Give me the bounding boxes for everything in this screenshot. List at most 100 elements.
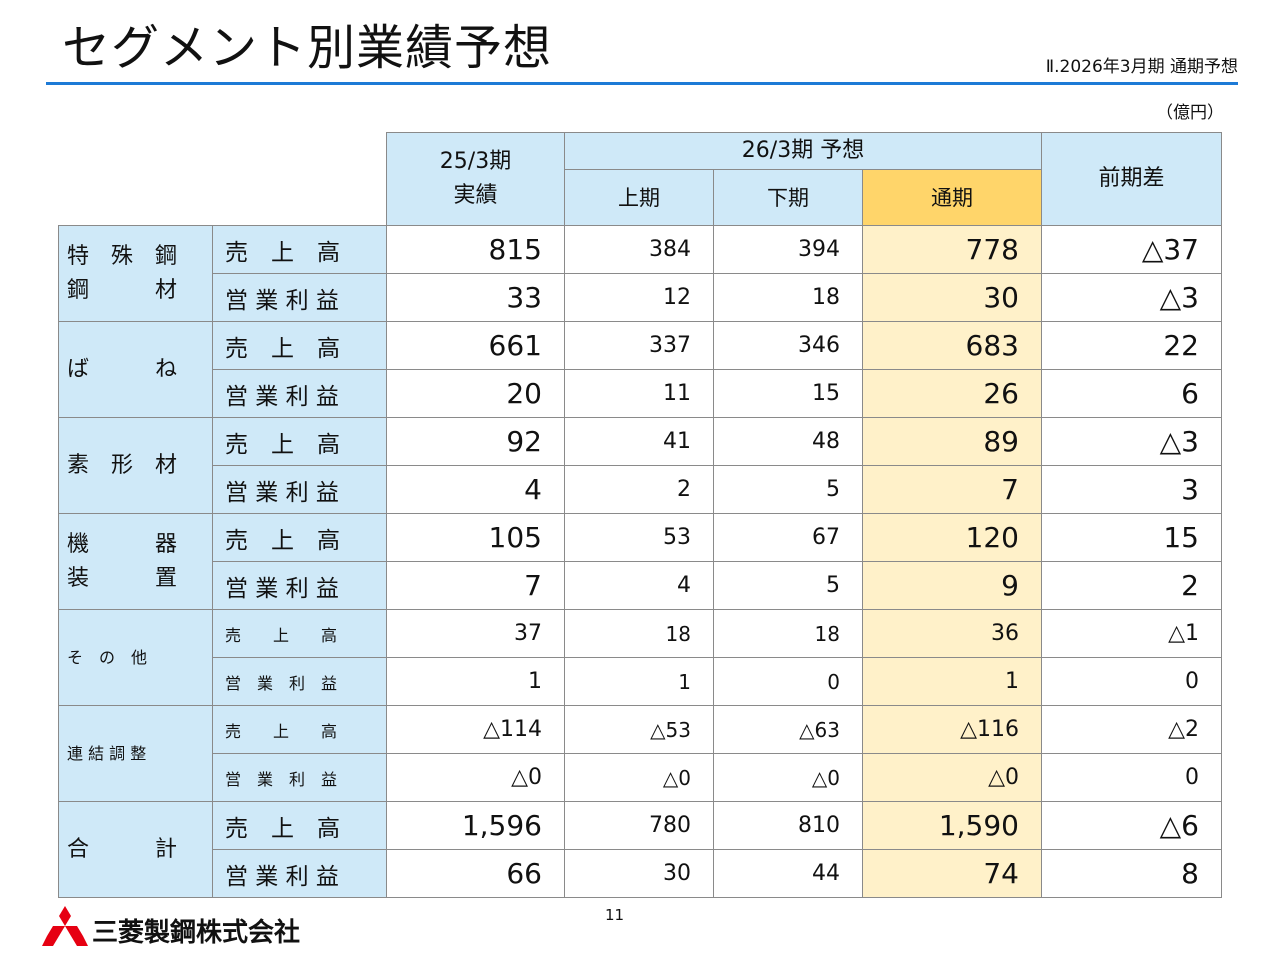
- segment-name: 特 殊 鋼鋼 材: [58, 225, 213, 322]
- h1-value: 41: [564, 417, 714, 466]
- page-number: 11: [605, 906, 625, 924]
- header-h1: 上期: [564, 169, 714, 226]
- h1-value: 384: [564, 225, 714, 274]
- segment-name-line: ば ね: [67, 356, 178, 382]
- prev-actual-value: 92: [386, 417, 565, 466]
- full-year-value: △116: [862, 705, 1042, 754]
- prev-actual-value: △114: [386, 705, 565, 754]
- h1-value: △53: [564, 705, 714, 754]
- full-year-value: 26: [862, 369, 1042, 418]
- mitsubishi-logo-icon: [42, 906, 88, 946]
- full-year-value: 1,590: [862, 801, 1042, 850]
- diff-value: △6: [1041, 801, 1222, 850]
- table-row: 営 業 利 益 △0 △0 △0 △0 0: [59, 753, 1222, 802]
- table-row: 機 器装 置売 上 高 105 53 67 120 15: [58, 513, 1222, 610]
- h2-value: 810: [713, 801, 863, 850]
- h1-value: 11: [564, 369, 714, 418]
- diff-value: △1: [1041, 609, 1222, 658]
- table-body: 特 殊 鋼鋼 材売 上 高 815 384 394 778 △37 営 業 利 益 33 12 1…: [58, 225, 1222, 898]
- full-year-value: 9: [862, 561, 1042, 610]
- table-row: 営 業 利 益 33 12 18 30 △3: [59, 273, 1222, 322]
- segment-name-line: 合 計: [67, 836, 178, 862]
- metric-label: 売 上 高: [212, 609, 387, 658]
- segment-name-line: 連 結 調 整: [67, 743, 147, 763]
- prev-actual-value: 1,596: [386, 801, 565, 850]
- full-year-value: 778: [862, 225, 1042, 274]
- diff-value: 15: [1041, 513, 1222, 562]
- h2-value: 394: [713, 225, 863, 274]
- segment-name-line: 素 形 材: [67, 452, 178, 478]
- page-title: セグメント別業績予想: [62, 20, 553, 76]
- diff-value: △3: [1041, 273, 1222, 322]
- table-row: 合 計 売 上 高 1,596 780 810 1,590 △6: [58, 801, 1222, 898]
- prev-actual-value: 1: [386, 657, 565, 706]
- h2-value: 15: [713, 369, 863, 418]
- prev-actual-value: 20: [386, 369, 565, 418]
- segment-name: そ の 他: [58, 609, 213, 706]
- metric-label: 売 上 高: [212, 417, 387, 466]
- h2-value: 5: [713, 561, 863, 610]
- metric-label: 売 上 高: [212, 321, 387, 370]
- segment-name-line: 鋼 材: [67, 277, 178, 303]
- h2-value: △63: [713, 705, 863, 754]
- h2-value: △0: [713, 753, 863, 802]
- h2-value: 346: [713, 321, 863, 370]
- metric-label: 売 上 高: [212, 513, 387, 562]
- h2-value: 5: [713, 465, 863, 514]
- diff-value: 8: [1041, 849, 1222, 898]
- h2-value: 18: [713, 273, 863, 322]
- segment-name-line: 機 器: [67, 531, 178, 557]
- h1-value: 12: [564, 273, 714, 322]
- metric-label: 営 業 利 益: [212, 561, 387, 610]
- prev-actual-value: 7: [386, 561, 565, 610]
- header-prev-actual: 25/3期 実績: [386, 132, 565, 226]
- header-diff: 前期差: [1041, 132, 1222, 226]
- company-name: 三菱製鋼株式会社: [92, 918, 301, 948]
- h1-value: 780: [564, 801, 714, 850]
- h2-value: 44: [713, 849, 863, 898]
- segment-name-line: そ の 他: [67, 647, 148, 667]
- diff-value: △2: [1041, 705, 1222, 754]
- h1-value: △0: [564, 753, 714, 802]
- metric-label: 営 業 利 益: [212, 369, 387, 418]
- header-h2: 下期: [713, 169, 863, 226]
- section-subtitle: Ⅱ.2026年3月期 通期予想: [1045, 57, 1238, 77]
- metric-label: 営 業 利 益: [212, 273, 387, 322]
- prev-actual-value: 37: [386, 609, 565, 658]
- full-year-value: 30: [862, 273, 1042, 322]
- h2-value: 48: [713, 417, 863, 466]
- table-row: ば ね 売 上 高 661 337 346 683 22: [58, 321, 1222, 418]
- h1-value: 337: [564, 321, 714, 370]
- diff-value: 3: [1041, 465, 1222, 514]
- full-year-value: 36: [862, 609, 1042, 658]
- header-full-year: 通期: [862, 169, 1042, 226]
- diff-value: △37: [1041, 225, 1222, 274]
- table-row: 連 結 調 整 売 上 高 △114 △53 △63 △116 △2: [58, 705, 1222, 802]
- diff-value: 0: [1041, 753, 1222, 802]
- prev-actual-value: 815: [386, 225, 565, 274]
- unit-label: （億円）: [1156, 103, 1224, 123]
- table-row: 営 業 利 益 66 30 44 74 8: [59, 849, 1222, 898]
- h1-value: 4: [564, 561, 714, 610]
- h1-value: 30: [564, 849, 714, 898]
- h1-value: 1: [564, 657, 714, 706]
- segment-name: ば ね: [58, 321, 213, 418]
- full-year-value: 120: [862, 513, 1042, 562]
- metric-label: 売 上 高: [212, 225, 387, 274]
- full-year-value: 89: [862, 417, 1042, 466]
- segment-name-line: 特 殊 鋼: [67, 243, 178, 269]
- segment-name: 連 結 調 整: [58, 705, 213, 802]
- h2-value: 0: [713, 657, 863, 706]
- h2-value: 67: [713, 513, 863, 562]
- h1-value: 2: [564, 465, 714, 514]
- table-row: 素 形 材 売 上 高 92 41 48 89 △3: [58, 417, 1222, 514]
- segment-forecast-table: 25/3期 実績 26/3期 予想 前期差 上期 下期 通期 特 殊 鋼鋼 材売…: [58, 132, 1222, 898]
- segment-name-line: 装 置: [67, 565, 178, 591]
- table-row: 営 業 利 益 20 11 15 26 6: [59, 369, 1222, 418]
- diff-value: 2: [1041, 561, 1222, 610]
- header-forecast: 26/3期 予想: [564, 132, 1042, 170]
- full-year-value: 683: [862, 321, 1042, 370]
- h1-value: 18: [564, 609, 714, 658]
- segment-name: 素 形 材: [58, 417, 213, 514]
